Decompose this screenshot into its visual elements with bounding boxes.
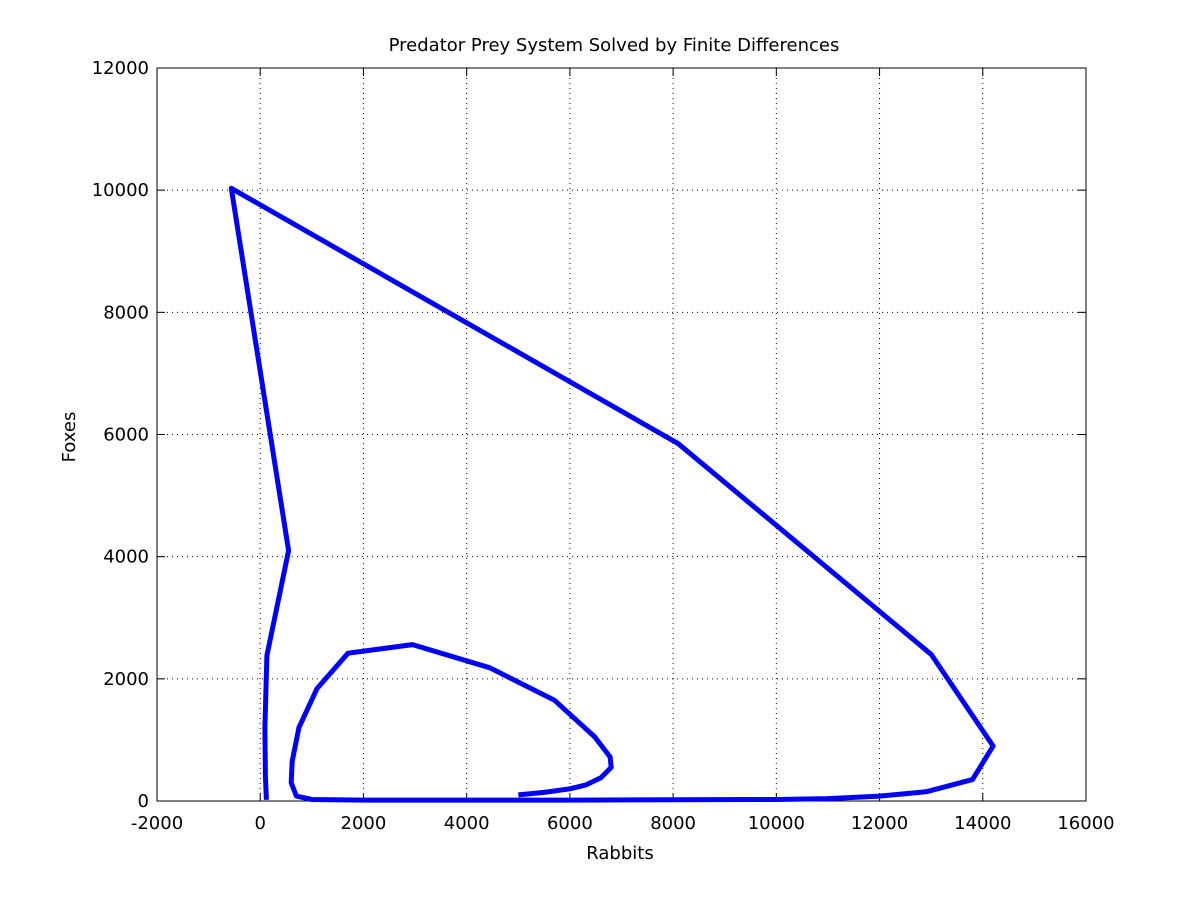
chart-title: Predator Prey System Solved by Finite Di… (389, 35, 840, 56)
x-axis-label: Rabbits (586, 843, 653, 864)
y-tick-label: 8000 (103, 302, 149, 323)
x-tick-label: 4000 (444, 813, 490, 834)
grid-layer (157, 68, 1086, 801)
series-line (228, 185, 996, 803)
x-tick-label: 12000 (851, 813, 908, 834)
x-tick-label: 0 (254, 813, 265, 834)
y-axis-label: Foxes (59, 412, 80, 463)
series-layer (228, 185, 996, 803)
x-tick-label: 8000 (650, 813, 696, 834)
x-tick-label: -2000 (131, 813, 183, 834)
y-tick-label: 4000 (103, 547, 149, 568)
x-tick-label: 2000 (341, 813, 387, 834)
tick-layer: -2000 0 2000 4000 6000 8000 10000 12000 14000 160… (92, 58, 1115, 834)
x-tick-label: 16000 (1057, 813, 1114, 834)
y-tick-label: 2000 (103, 669, 149, 690)
y-tick-label: 6000 (103, 425, 149, 446)
x-tick-label: 14000 (954, 813, 1011, 834)
plot-background (157, 68, 1086, 801)
x-tick-label: 10000 (748, 813, 805, 834)
y-tick-label: 10000 (92, 180, 149, 201)
y-tick-label: 0 (138, 791, 149, 812)
y-tick-label: 12000 (92, 58, 149, 79)
x-tick-label: 6000 (547, 813, 593, 834)
